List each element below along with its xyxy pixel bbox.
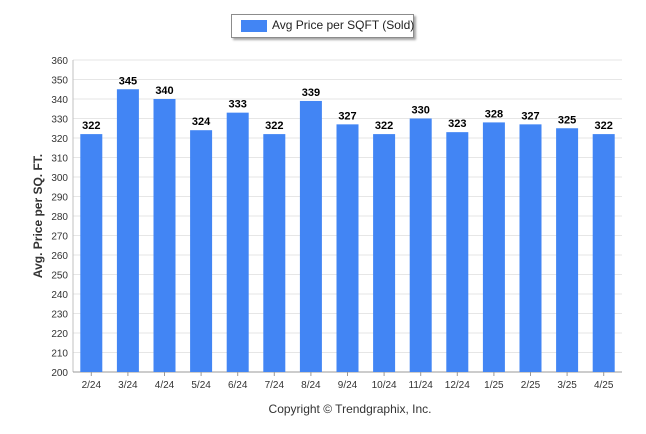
data-label: 322 [265,120,283,132]
bar-10-24 [373,134,396,372]
x-tick-label: 2/24 [82,380,102,391]
data-label: 322 [595,120,613,132]
bar-4-24 [153,99,176,372]
y-tick-label: 210 [51,349,68,360]
y-tick-label: 280 [51,212,68,223]
copyright-footer: Copyright © Trendgraphix, Inc. [268,402,432,416]
data-label: 339 [302,87,320,99]
bar-12-24 [446,132,469,372]
bar-3-25 [556,128,579,372]
x-tick-label: 1/25 [484,380,504,391]
bar-4-25 [592,134,615,372]
data-label: 325 [558,114,576,126]
x-tick-label: 6/24 [228,380,248,391]
legend-label: Avg Price per SQFT (Sold) [272,18,415,32]
bar-8-24 [299,100,322,372]
bar-3-24 [116,89,139,372]
x-tick-label: 3/24 [118,380,138,391]
y-tick-label: 240 [51,290,68,301]
x-tick-label: 5/24 [191,380,211,391]
bar-9-24 [336,124,359,372]
data-label: 333 [229,99,247,111]
x-tick-label: 4/24 [155,380,175,391]
bar-11-24 [409,118,432,372]
bar-6-24 [226,112,249,373]
data-label: 323 [448,118,466,130]
y-tick-label: 360 [51,56,68,67]
bar-1-25 [482,122,505,373]
data-label: 328 [485,108,503,120]
x-tick-label: 8/24 [301,380,321,391]
data-label: 340 [155,85,173,97]
y-tick-label: 300 [51,173,68,184]
bar-2-25 [519,124,542,372]
x-tick-label: 9/24 [338,380,358,391]
y-tick-label: 290 [51,193,68,204]
y-tick-label: 230 [51,310,68,321]
y-tick-label: 350 [51,76,68,87]
chart-legend: Avg Price per SQFT (Sold) [231,14,414,38]
y-tick-label: 220 [51,329,68,340]
y-tick-label: 340 [51,95,68,106]
y-axis-title: Avg. Price per SQ. FT. [31,154,45,278]
legend-swatch [241,20,267,32]
x-tick-label: 2/25 [521,380,541,391]
data-label: 327 [338,110,356,122]
bar-2-24 [80,134,103,372]
x-tick-label: 10/24 [372,380,397,391]
y-tick-label: 320 [51,134,68,145]
y-tick-label: 270 [51,232,68,243]
x-tick-label: 7/24 [265,380,285,391]
x-tick-label: 3/25 [557,380,577,391]
y-tick-label: 260 [51,251,68,262]
x-tick-label: 4/25 [594,380,614,391]
bar-7-24 [263,134,286,372]
y-tick-label: 310 [51,154,68,165]
y-tick-label: 330 [51,115,68,126]
data-label: 322 [82,120,100,132]
data-label: 330 [412,105,430,117]
x-tick-label: 11/24 [409,380,434,391]
y-tick-label: 200 [51,368,68,379]
data-label: 327 [521,110,539,122]
data-label: 322 [375,120,393,132]
y-tick-label: 250 [51,271,68,282]
bar-5-24 [190,130,213,372]
data-label: 345 [119,75,137,87]
data-label: 324 [192,116,211,128]
x-tick-label: 12/24 [445,380,470,391]
